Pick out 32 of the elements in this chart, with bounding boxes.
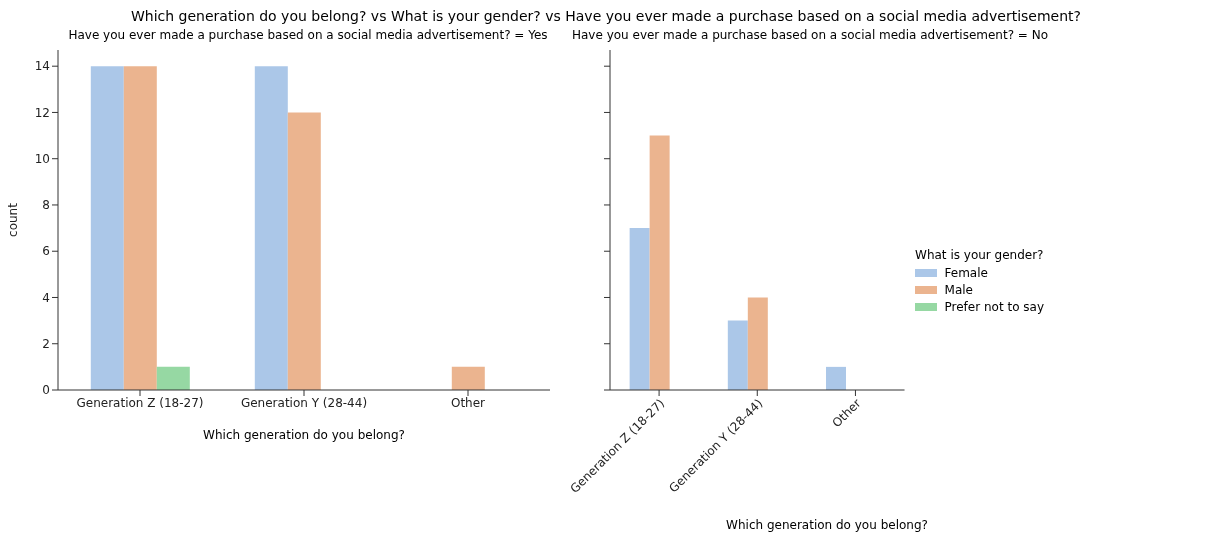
x-axis-title: Which generation do you belong? <box>725 518 929 532</box>
legend-label: Female <box>944 265 988 280</box>
x-tick-label: Generation Y (28-44) <box>240 395 368 410</box>
bar <box>727 320 748 390</box>
legend-label: Male <box>944 282 973 297</box>
bar <box>254 66 288 390</box>
chart-subtitle: Have you ever made a purchase based on a social media advertisement? = Yes <box>67 28 549 44</box>
y-axis-title: count <box>6 202 21 237</box>
y-tick-label: 8 <box>42 198 50 213</box>
y-tick-label: 2 <box>42 337 50 351</box>
legend-label: Prefer not to say <box>944 299 1044 314</box>
x-tick-label: Generation Z (18-27) <box>76 395 204 410</box>
bar <box>451 366 485 390</box>
y-tick-label: 0 <box>42 383 50 398</box>
y-tick-label: 12 <box>34 105 50 120</box>
y-tick-label: 10 <box>34 151 50 166</box>
bar <box>156 366 190 390</box>
bar <box>747 297 768 390</box>
x-axis-title: Which generation do you belong? <box>202 428 406 442</box>
bar <box>287 112 321 390</box>
chart-subtitle: Have you ever made a purchase based on a social media advertisement? = No <box>570 28 1050 44</box>
legend-title: What is your gender? <box>914 247 1044 262</box>
y-tick-label: 6 <box>42 244 50 259</box>
y-tick-label: 14 <box>34 59 50 74</box>
bar <box>123 66 157 390</box>
bar <box>825 366 846 390</box>
bar <box>649 135 670 390</box>
y-tick-label: 4 <box>42 290 50 305</box>
text: Which generation do you belong? vs What is your gender? vs Have you ever made a purchase based on a social media advertisement? <box>130 8 1082 26</box>
x-tick-label: Other <box>450 395 486 410</box>
bar <box>629 228 650 390</box>
bar <box>90 66 124 390</box>
